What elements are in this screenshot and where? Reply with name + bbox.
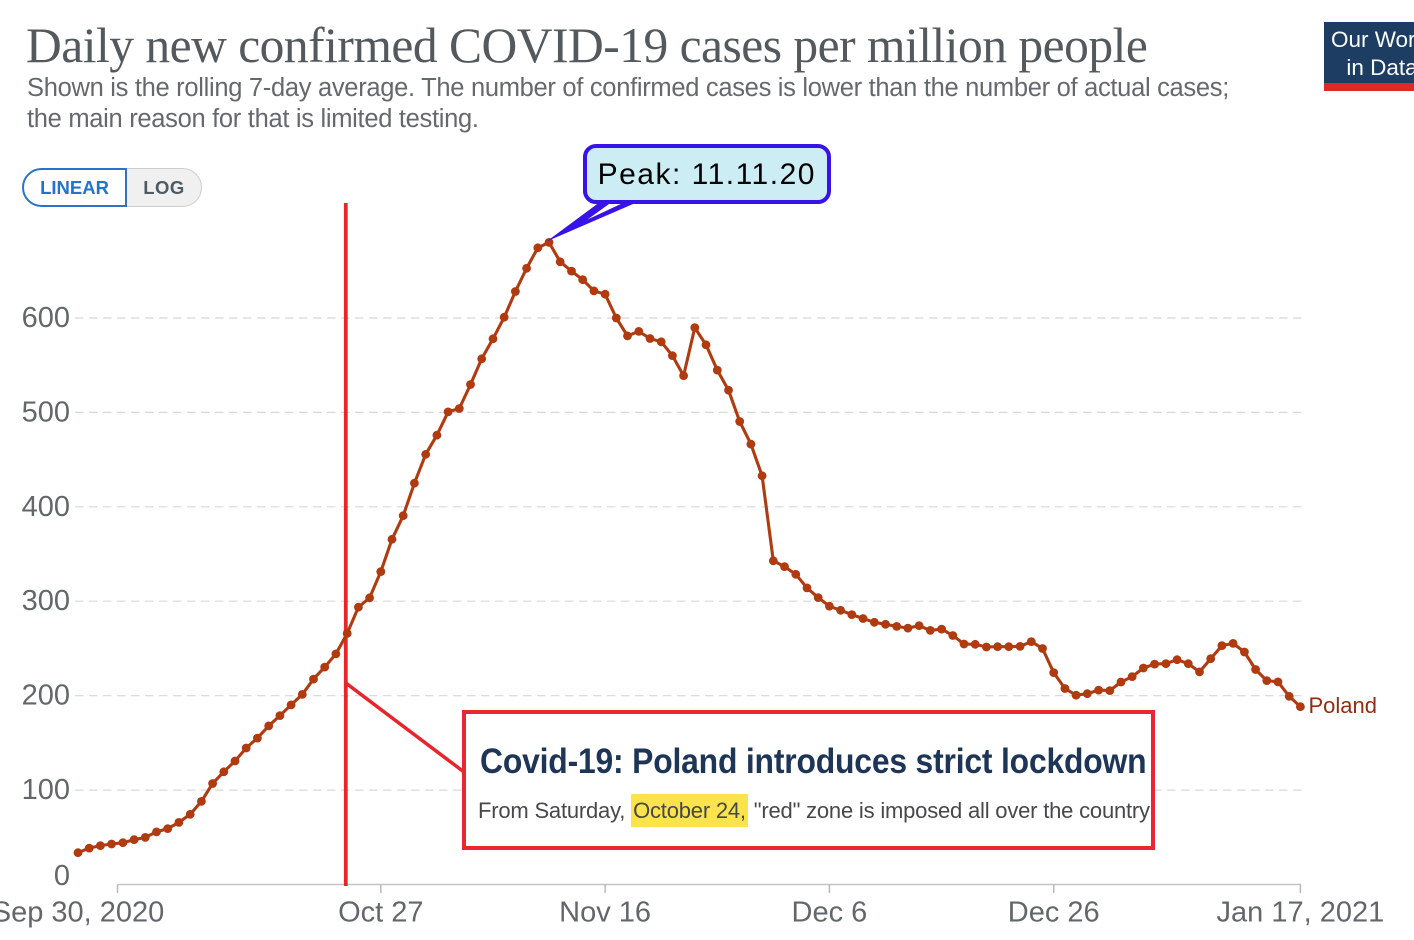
svg-text:400: 400	[22, 491, 70, 523]
svg-text:Dec 6: Dec 6	[792, 897, 868, 929]
svg-text:Nov 16: Nov 16	[559, 897, 651, 929]
svg-text:100: 100	[22, 774, 70, 806]
svg-text:200: 200	[22, 680, 70, 712]
svg-text:600: 600	[22, 302, 70, 334]
svg-text:0: 0	[54, 860, 70, 892]
svg-text:Sep 30, 2020: Sep 30, 2020	[0, 897, 164, 929]
svg-text:500: 500	[22, 396, 70, 428]
svg-text:Poland: Poland	[1309, 693, 1378, 718]
svg-text:300: 300	[22, 585, 70, 617]
svg-text:Jan 17, 2021: Jan 17, 2021	[1217, 897, 1385, 929]
svg-text:Dec 26: Dec 26	[1008, 897, 1100, 929]
svg-text:Oct 27: Oct 27	[338, 897, 423, 929]
